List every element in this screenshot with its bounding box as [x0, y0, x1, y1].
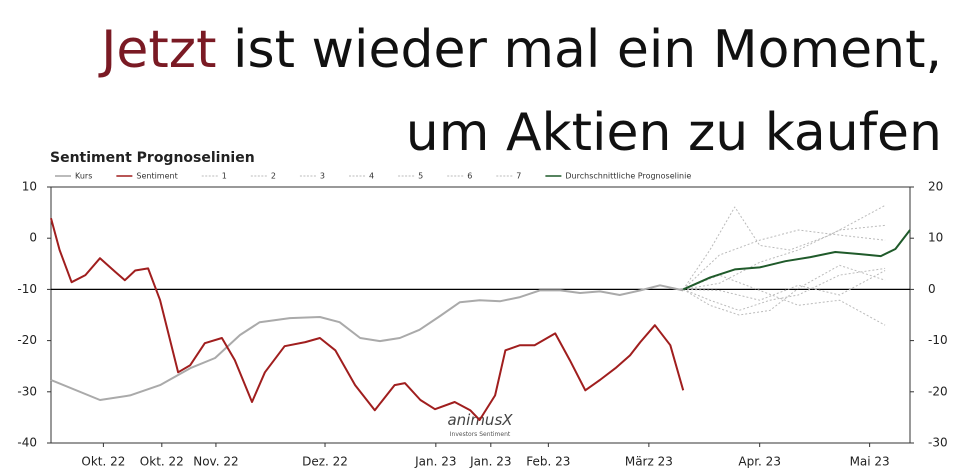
y-tick-label: 10 — [22, 180, 37, 194]
x-tick-label: Okt. 22 — [140, 455, 184, 469]
forecast-line — [683, 267, 886, 311]
forecast-line — [682, 229, 886, 290]
legend-label: 5 — [418, 172, 423, 181]
legend-label: 6 — [467, 172, 472, 181]
y2-tick-label: -10 — [928, 333, 948, 347]
x-tick-label: Feb. 23 — [526, 455, 570, 469]
x-tick-label: März 23 — [625, 455, 673, 469]
forecast-line — [683, 270, 886, 301]
forecast-line — [682, 264, 886, 316]
y2-tick-label: 10 — [928, 231, 943, 245]
x-tick-label: Okt. 22 — [81, 455, 125, 469]
headline-highlight: Jetzt — [98, 20, 216, 80]
y-tick-label: -40 — [17, 436, 37, 450]
series-line — [50, 284, 684, 401]
plot-frame — [50, 186, 911, 444]
x-tick-label: Dez. 22 — [302, 455, 348, 469]
legend-label: Sentiment — [136, 172, 177, 181]
y-tick-label: -30 — [17, 384, 37, 398]
x-tick-label: Apr. 23 — [738, 455, 781, 469]
forecast-line — [683, 274, 886, 326]
headline-line1: Jetzt ist wieder mal ein Moment, — [98, 20, 942, 80]
watermark-sub: Investors Sentiment — [450, 431, 511, 438]
x-tick-label: Nov. 22 — [193, 455, 238, 469]
legend-label: 4 — [369, 172, 374, 181]
y2-tick-label: -20 — [928, 384, 948, 398]
y-tick-label: -10 — [17, 282, 37, 296]
x-tick-label: Mai 23 — [850, 455, 890, 469]
y2-tick-label: 0 — [928, 282, 936, 296]
legend-label: 2 — [271, 172, 276, 181]
forecast-line — [683, 224, 886, 290]
headline-line2: um Aktien zu kaufen — [406, 103, 942, 163]
x-tick-label: Jan. 23 — [469, 455, 511, 469]
series-line — [50, 217, 685, 421]
y-tick-label: -20 — [17, 333, 37, 347]
headline-text: ist wieder mal ein Moment, — [233, 20, 942, 80]
chart-title: Sentiment Prognoselinien — [50, 150, 255, 166]
legend-label: Durchschnittliche Prognoselinie — [565, 172, 691, 181]
legend-label: 1 — [222, 172, 227, 181]
y2-tick-label: 20 — [928, 180, 943, 194]
y2-tick-label: -30 — [928, 436, 948, 450]
legend-label: 3 — [320, 172, 325, 181]
legend-label: 7 — [516, 172, 521, 181]
series-line — [682, 229, 911, 291]
legend-label: Kurs — [75, 172, 92, 181]
x-tick-label: Jan. 23 — [414, 455, 456, 469]
y-tick-label: 0 — [29, 231, 37, 245]
